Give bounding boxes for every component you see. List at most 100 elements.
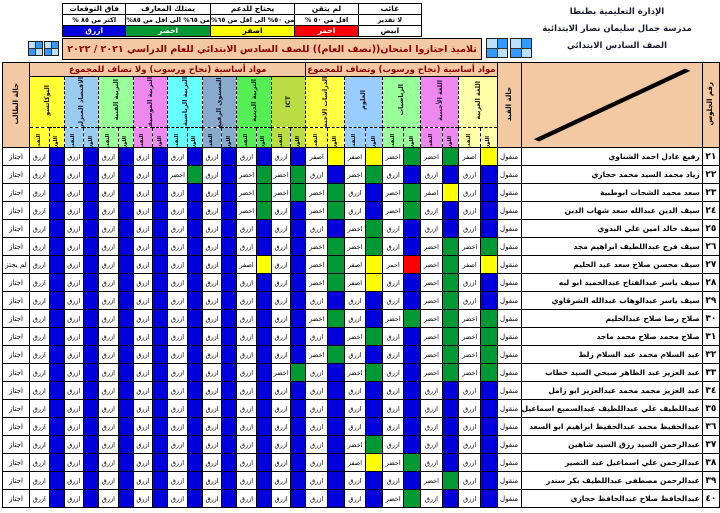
seat-number-cell[interactable]: ٢٤ bbox=[701, 201, 720, 220]
grade-color-cell[interactable] bbox=[186, 309, 203, 328]
enroll-status-cell[interactable]: منقول bbox=[496, 417, 522, 436]
grade-color-cell[interactable] bbox=[83, 309, 100, 328]
grade-color-cell[interactable] bbox=[290, 417, 307, 436]
grade-color-cell[interactable] bbox=[152, 165, 169, 184]
enroll-status-cell[interactable]: منقول bbox=[496, 399, 522, 418]
grade-color-cell[interactable] bbox=[48, 273, 65, 292]
grade-word-cell[interactable]: ازرق bbox=[305, 399, 329, 418]
grade-color-cell[interactable] bbox=[117, 399, 134, 418]
grade-word-cell[interactable]: ازرق bbox=[305, 417, 329, 436]
grade-word-cell[interactable]: ازرق bbox=[305, 435, 329, 454]
grade-color-cell[interactable] bbox=[83, 345, 100, 364]
grade-word-cell[interactable]: ازرق bbox=[201, 471, 223, 490]
grade-word-cell[interactable]: ازرق bbox=[29, 183, 50, 202]
grade-word-cell[interactable]: ازرق bbox=[343, 489, 367, 508]
grade-color-cell[interactable] bbox=[221, 417, 238, 436]
grade-word-cell[interactable]: ازرق bbox=[132, 453, 154, 472]
grade-color-cell[interactable] bbox=[441, 399, 460, 418]
grade-color-cell[interactable] bbox=[327, 417, 345, 436]
grade-color-cell[interactable] bbox=[403, 453, 422, 472]
grade-word-cell[interactable]: ازرق bbox=[381, 471, 405, 490]
student-status-cell[interactable]: اجتاز bbox=[1, 453, 31, 472]
grade-word-cell[interactable]: اصفر bbox=[458, 255, 481, 274]
grade-word-cell[interactable]: ازرق bbox=[29, 327, 50, 346]
grade-word-cell[interactable]: اصفر bbox=[458, 147, 481, 166]
grade-word-cell[interactable]: ازرق bbox=[420, 381, 443, 400]
grade-color-cell[interactable] bbox=[48, 435, 65, 454]
grade-color-cell[interactable] bbox=[221, 255, 238, 274]
grade-color-cell[interactable] bbox=[255, 327, 272, 346]
grade-color-cell[interactable] bbox=[152, 237, 169, 256]
grade-color-cell[interactable] bbox=[221, 165, 238, 184]
grade-word-cell[interactable]: ازرق bbox=[167, 273, 188, 292]
grade-word-cell[interactable]: اخضر bbox=[420, 291, 443, 310]
grade-word-cell[interactable]: ازرق bbox=[63, 165, 85, 184]
grade-word-cell[interactable]: ازرق bbox=[420, 453, 443, 472]
enroll-status-cell[interactable]: منقول bbox=[496, 237, 522, 256]
grade-color-cell[interactable] bbox=[48, 399, 65, 418]
grade-word-cell[interactable]: اخضر bbox=[236, 183, 257, 202]
grade-color-cell[interactable] bbox=[221, 237, 238, 256]
grade-color-cell[interactable] bbox=[83, 399, 100, 418]
grade-word-cell[interactable]: ازرق bbox=[132, 309, 154, 328]
grade-word-cell[interactable]: ازرق bbox=[236, 147, 257, 166]
grade-word-cell[interactable]: ازرق bbox=[458, 273, 481, 292]
student-name-cell[interactable]: عبدالرحمن مصطفى عبداللطيف بكر سندر bbox=[520, 471, 703, 490]
grade-color-cell[interactable] bbox=[255, 471, 272, 490]
grade-color-cell[interactable] bbox=[83, 237, 100, 256]
grade-word-cell[interactable]: ازرق bbox=[167, 309, 188, 328]
grade-word-cell[interactable]: ازرق bbox=[167, 183, 188, 202]
grade-color-cell[interactable] bbox=[479, 255, 498, 274]
grade-color-cell[interactable] bbox=[152, 327, 169, 346]
grade-word-cell[interactable]: ازرق bbox=[201, 309, 223, 328]
grade-color-cell[interactable] bbox=[441, 237, 460, 256]
grade-word-cell[interactable]: اخضر bbox=[305, 309, 329, 328]
grade-color-cell[interactable] bbox=[479, 237, 498, 256]
grade-color-cell[interactable] bbox=[221, 381, 238, 400]
grade-word-cell[interactable]: ازرق bbox=[343, 471, 367, 490]
grade-color-cell[interactable] bbox=[83, 471, 100, 490]
grade-color-cell[interactable] bbox=[117, 255, 134, 274]
grade-color-cell[interactable] bbox=[365, 363, 383, 382]
grade-word-cell[interactable]: اخضر bbox=[420, 471, 443, 490]
grade-color-cell[interactable] bbox=[255, 435, 272, 454]
grade-color-cell[interactable] bbox=[327, 147, 345, 166]
mini-table-icon[interactable] bbox=[486, 38, 508, 58]
grade-color-cell[interactable] bbox=[403, 219, 422, 238]
grade-word-cell[interactable]: ازرق bbox=[63, 471, 85, 490]
seat-number-cell[interactable]: ٢٧ bbox=[701, 255, 720, 274]
grade-word-cell[interactable]: ازرق bbox=[458, 183, 481, 202]
grade-color-cell[interactable] bbox=[441, 219, 460, 238]
grade-word-cell[interactable]: ازرق bbox=[167, 219, 188, 238]
student-name-cell[interactable]: سعد محمد الشحات ابوطبية bbox=[520, 183, 703, 202]
grade-word-cell[interactable]: ازرق bbox=[167, 201, 188, 220]
grade-color-cell[interactable] bbox=[221, 327, 238, 346]
grade-color-cell[interactable] bbox=[117, 489, 134, 508]
student-name-cell[interactable]: عبد العزيز محمد محمد عبدالعزيز ابو زامل bbox=[520, 381, 703, 400]
grade-word-cell[interactable]: اخضر bbox=[420, 147, 443, 166]
grade-color-cell[interactable] bbox=[327, 183, 345, 202]
grade-color-cell[interactable] bbox=[255, 291, 272, 310]
seat-number-cell[interactable]: ٣١ bbox=[701, 327, 720, 346]
grade-word-cell[interactable]: ازرق bbox=[132, 183, 154, 202]
seat-number-cell[interactable]: ٢٨ bbox=[701, 273, 720, 292]
grade-color-cell[interactable] bbox=[365, 219, 383, 238]
grade-color-cell[interactable] bbox=[479, 291, 498, 310]
grade-color-cell[interactable] bbox=[290, 363, 307, 382]
enroll-status-cell[interactable]: منقول bbox=[496, 219, 522, 238]
grade-word-cell[interactable]: ازرق bbox=[201, 237, 223, 256]
grade-word-cell[interactable]: ازرق bbox=[236, 237, 257, 256]
student-name-cell[interactable]: صلاح رضا صلاح عبدالحليم bbox=[520, 309, 703, 328]
grade-word-cell[interactable]: اخضر bbox=[381, 489, 405, 508]
grade-word-cell[interactable]: اخضر bbox=[420, 237, 443, 256]
grade-word-cell[interactable]: ازرق bbox=[98, 165, 119, 184]
grade-color-cell[interactable] bbox=[117, 435, 134, 454]
grade-color-cell[interactable] bbox=[327, 201, 345, 220]
grade-word-cell[interactable]: ازرق bbox=[63, 363, 85, 382]
grade-word-cell[interactable]: ازرق bbox=[270, 201, 292, 220]
grade-word-cell[interactable]: ازرق bbox=[98, 327, 119, 346]
grade-color-cell[interactable] bbox=[327, 255, 345, 274]
grade-word-cell[interactable]: اخضر bbox=[458, 327, 481, 346]
grade-word-cell[interactable]: ازرق bbox=[236, 219, 257, 238]
grade-word-cell[interactable]: ازرق bbox=[132, 327, 154, 346]
